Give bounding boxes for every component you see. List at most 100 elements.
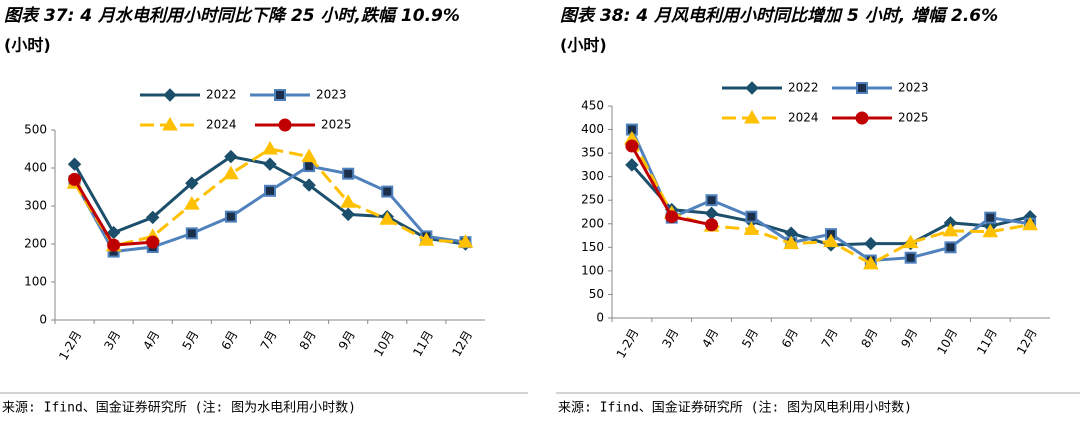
legend-label: 2023 — [898, 81, 929, 95]
legend-label: 2023 — [316, 88, 347, 102]
legend-marker — [745, 81, 759, 95]
y-tick-label: 500 — [24, 123, 47, 137]
marker — [864, 236, 878, 251]
marker — [944, 241, 957, 254]
x-tick-label: 5月 — [739, 326, 761, 350]
x-tick-label: 6月 — [219, 328, 241, 352]
marker — [743, 221, 760, 235]
x-tick-label: 1-2月 — [56, 328, 84, 362]
marker — [457, 234, 474, 248]
marker — [263, 157, 277, 171]
marker — [745, 210, 758, 223]
marker — [185, 176, 199, 190]
legend-label: 2025 — [898, 111, 929, 125]
marker — [146, 210, 160, 225]
x-tick-label: 9月 — [898, 326, 920, 350]
x-tick-label: 1-2月 — [614, 326, 642, 360]
x-tick-label: 8月 — [859, 326, 881, 350]
marker — [264, 184, 276, 197]
y-tick-label: 300 — [24, 199, 47, 213]
marker — [262, 141, 278, 155]
marker — [665, 210, 679, 224]
marker — [418, 232, 435, 246]
marker — [625, 139, 639, 153]
y-tick-label: 0 — [39, 313, 47, 327]
legend-marker — [855, 111, 869, 125]
marker — [379, 211, 396, 225]
legend-marker — [744, 110, 760, 124]
x-tick-label: 9月 — [336, 328, 358, 352]
x-tick-label: 7月 — [819, 326, 841, 350]
y-tick-label: 400 — [581, 122, 604, 136]
marker — [342, 167, 355, 180]
x-tick-label: 12月 — [449, 328, 475, 359]
y-tick-label: 200 — [581, 216, 604, 230]
chart-title: 图表 37: 4 月水电利用小时同比下降 25 小时,跌幅 10.9% — [4, 6, 460, 26]
y-tick-label: 50 — [589, 287, 604, 301]
x-tick-label: 10月 — [371, 328, 397, 359]
x-tick-label: 10月 — [934, 326, 960, 357]
y-tick-label: 100 — [24, 275, 47, 289]
marker — [183, 196, 200, 210]
marker — [107, 238, 121, 252]
x-tick-label: 6月 — [779, 326, 801, 350]
unit-label: (小时) — [560, 36, 607, 55]
marker — [704, 206, 719, 221]
y-tick-label: 450 — [581, 99, 604, 113]
y-tick-label: 350 — [581, 146, 604, 160]
y-tick-label: 250 — [581, 193, 604, 207]
legend-label: 2022 — [206, 88, 237, 102]
marker — [223, 165, 239, 180]
legend-label: 2024 — [206, 118, 237, 132]
marker — [302, 178, 316, 192]
marker — [823, 233, 839, 248]
y-tick-label: 100 — [581, 263, 604, 277]
legend-label: 2024 — [788, 111, 819, 125]
marker — [224, 149, 238, 164]
marker — [68, 172, 82, 186]
x-tick-label: 8月 — [297, 328, 319, 352]
y-tick-label: 400 — [24, 161, 47, 175]
marker — [1022, 216, 1038, 231]
marker — [340, 194, 357, 208]
legend-marker — [856, 82, 868, 94]
source-note: 来源: Ifind、国金证券研究所 (注: 图为水电利用小时数) — [2, 400, 356, 416]
y-tick-label: 0 — [596, 311, 604, 325]
legend-marker — [163, 88, 177, 102]
chart-title: 图表 38: 4 月风电利用小时同比增加 5 小时, 增幅 2.6% — [560, 6, 998, 26]
legend-label: 2022 — [788, 81, 819, 95]
marker — [984, 211, 997, 224]
marker — [705, 194, 718, 207]
marker — [942, 222, 959, 237]
legend-label: 2025 — [321, 118, 352, 132]
marker — [982, 223, 999, 238]
x-tick-label: 12月 — [1014, 326, 1040, 357]
marker — [904, 251, 917, 264]
marker — [783, 235, 800, 250]
y-tick-label: 300 — [581, 169, 604, 183]
marker — [146, 235, 160, 249]
unit-label: (小时) — [4, 36, 51, 55]
marker — [67, 157, 82, 171]
x-tick-label: 5月 — [180, 328, 202, 352]
legend-marker — [162, 117, 178, 131]
legend-marker — [278, 118, 292, 132]
marker — [224, 210, 237, 223]
marker — [862, 255, 879, 270]
marker — [705, 218, 719, 232]
x-tick-label: 11月 — [974, 326, 1000, 357]
marker — [902, 234, 919, 249]
marker — [625, 158, 639, 172]
y-tick-label: 150 — [581, 240, 604, 254]
marker — [301, 148, 317, 163]
legend-marker — [274, 89, 286, 101]
x-tick-label: 3月 — [659, 326, 681, 350]
x-tick-label: 11月 — [410, 328, 436, 359]
marker — [341, 207, 355, 222]
series-line — [73, 164, 466, 254]
y-tick-label: 200 — [24, 237, 47, 251]
x-tick-label: 4月 — [140, 328, 162, 352]
x-tick-label: 4月 — [699, 326, 721, 350]
marker — [381, 185, 394, 198]
